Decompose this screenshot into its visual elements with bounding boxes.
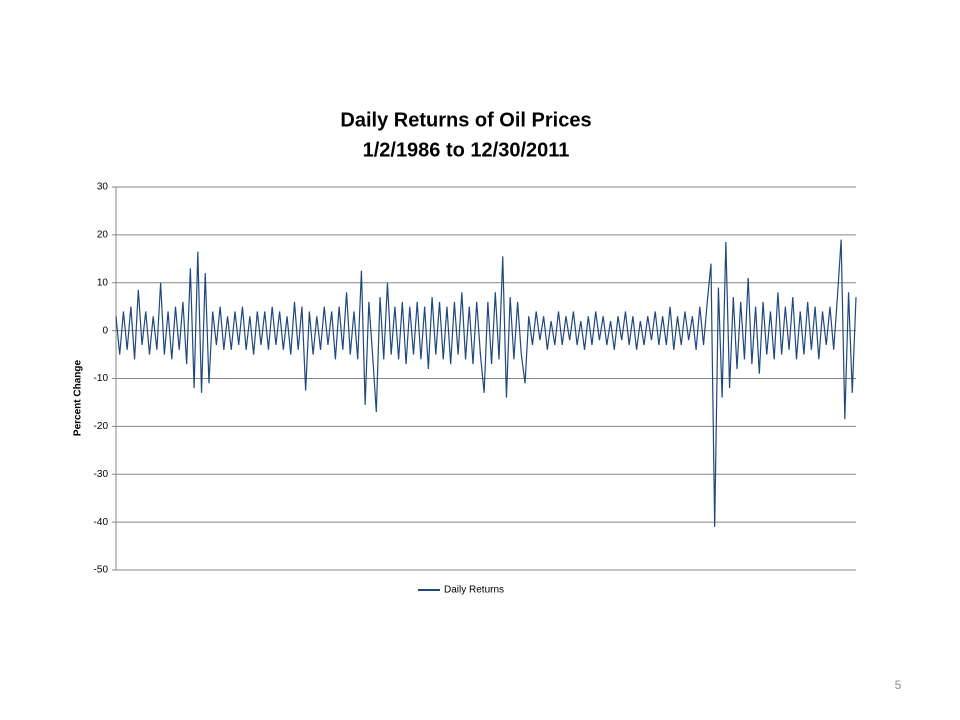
y-tick-label: -30 [94, 469, 109, 480]
chart-subtitle: 1/2/1986 to 12/30/2011 [363, 139, 570, 161]
y-tick-label: 30 [97, 182, 109, 193]
y-tick-label: 0 [102, 325, 108, 336]
legend-label: Daily Returns [444, 585, 504, 596]
y-tick-label: -20 [94, 421, 109, 432]
y-tick-label: 20 [97, 230, 109, 241]
y-tick-label: -10 [94, 373, 109, 384]
y-tick-label: -40 [94, 517, 109, 528]
page-number: 5 [895, 678, 902, 692]
data-line [115, 239, 857, 527]
y-tick-label: 10 [97, 277, 109, 288]
y-tick-label: -50 [94, 565, 109, 576]
y-axis-label: Percent Change [73, 359, 84, 436]
chart-title: Daily Returns of Oil Prices [340, 109, 591, 131]
